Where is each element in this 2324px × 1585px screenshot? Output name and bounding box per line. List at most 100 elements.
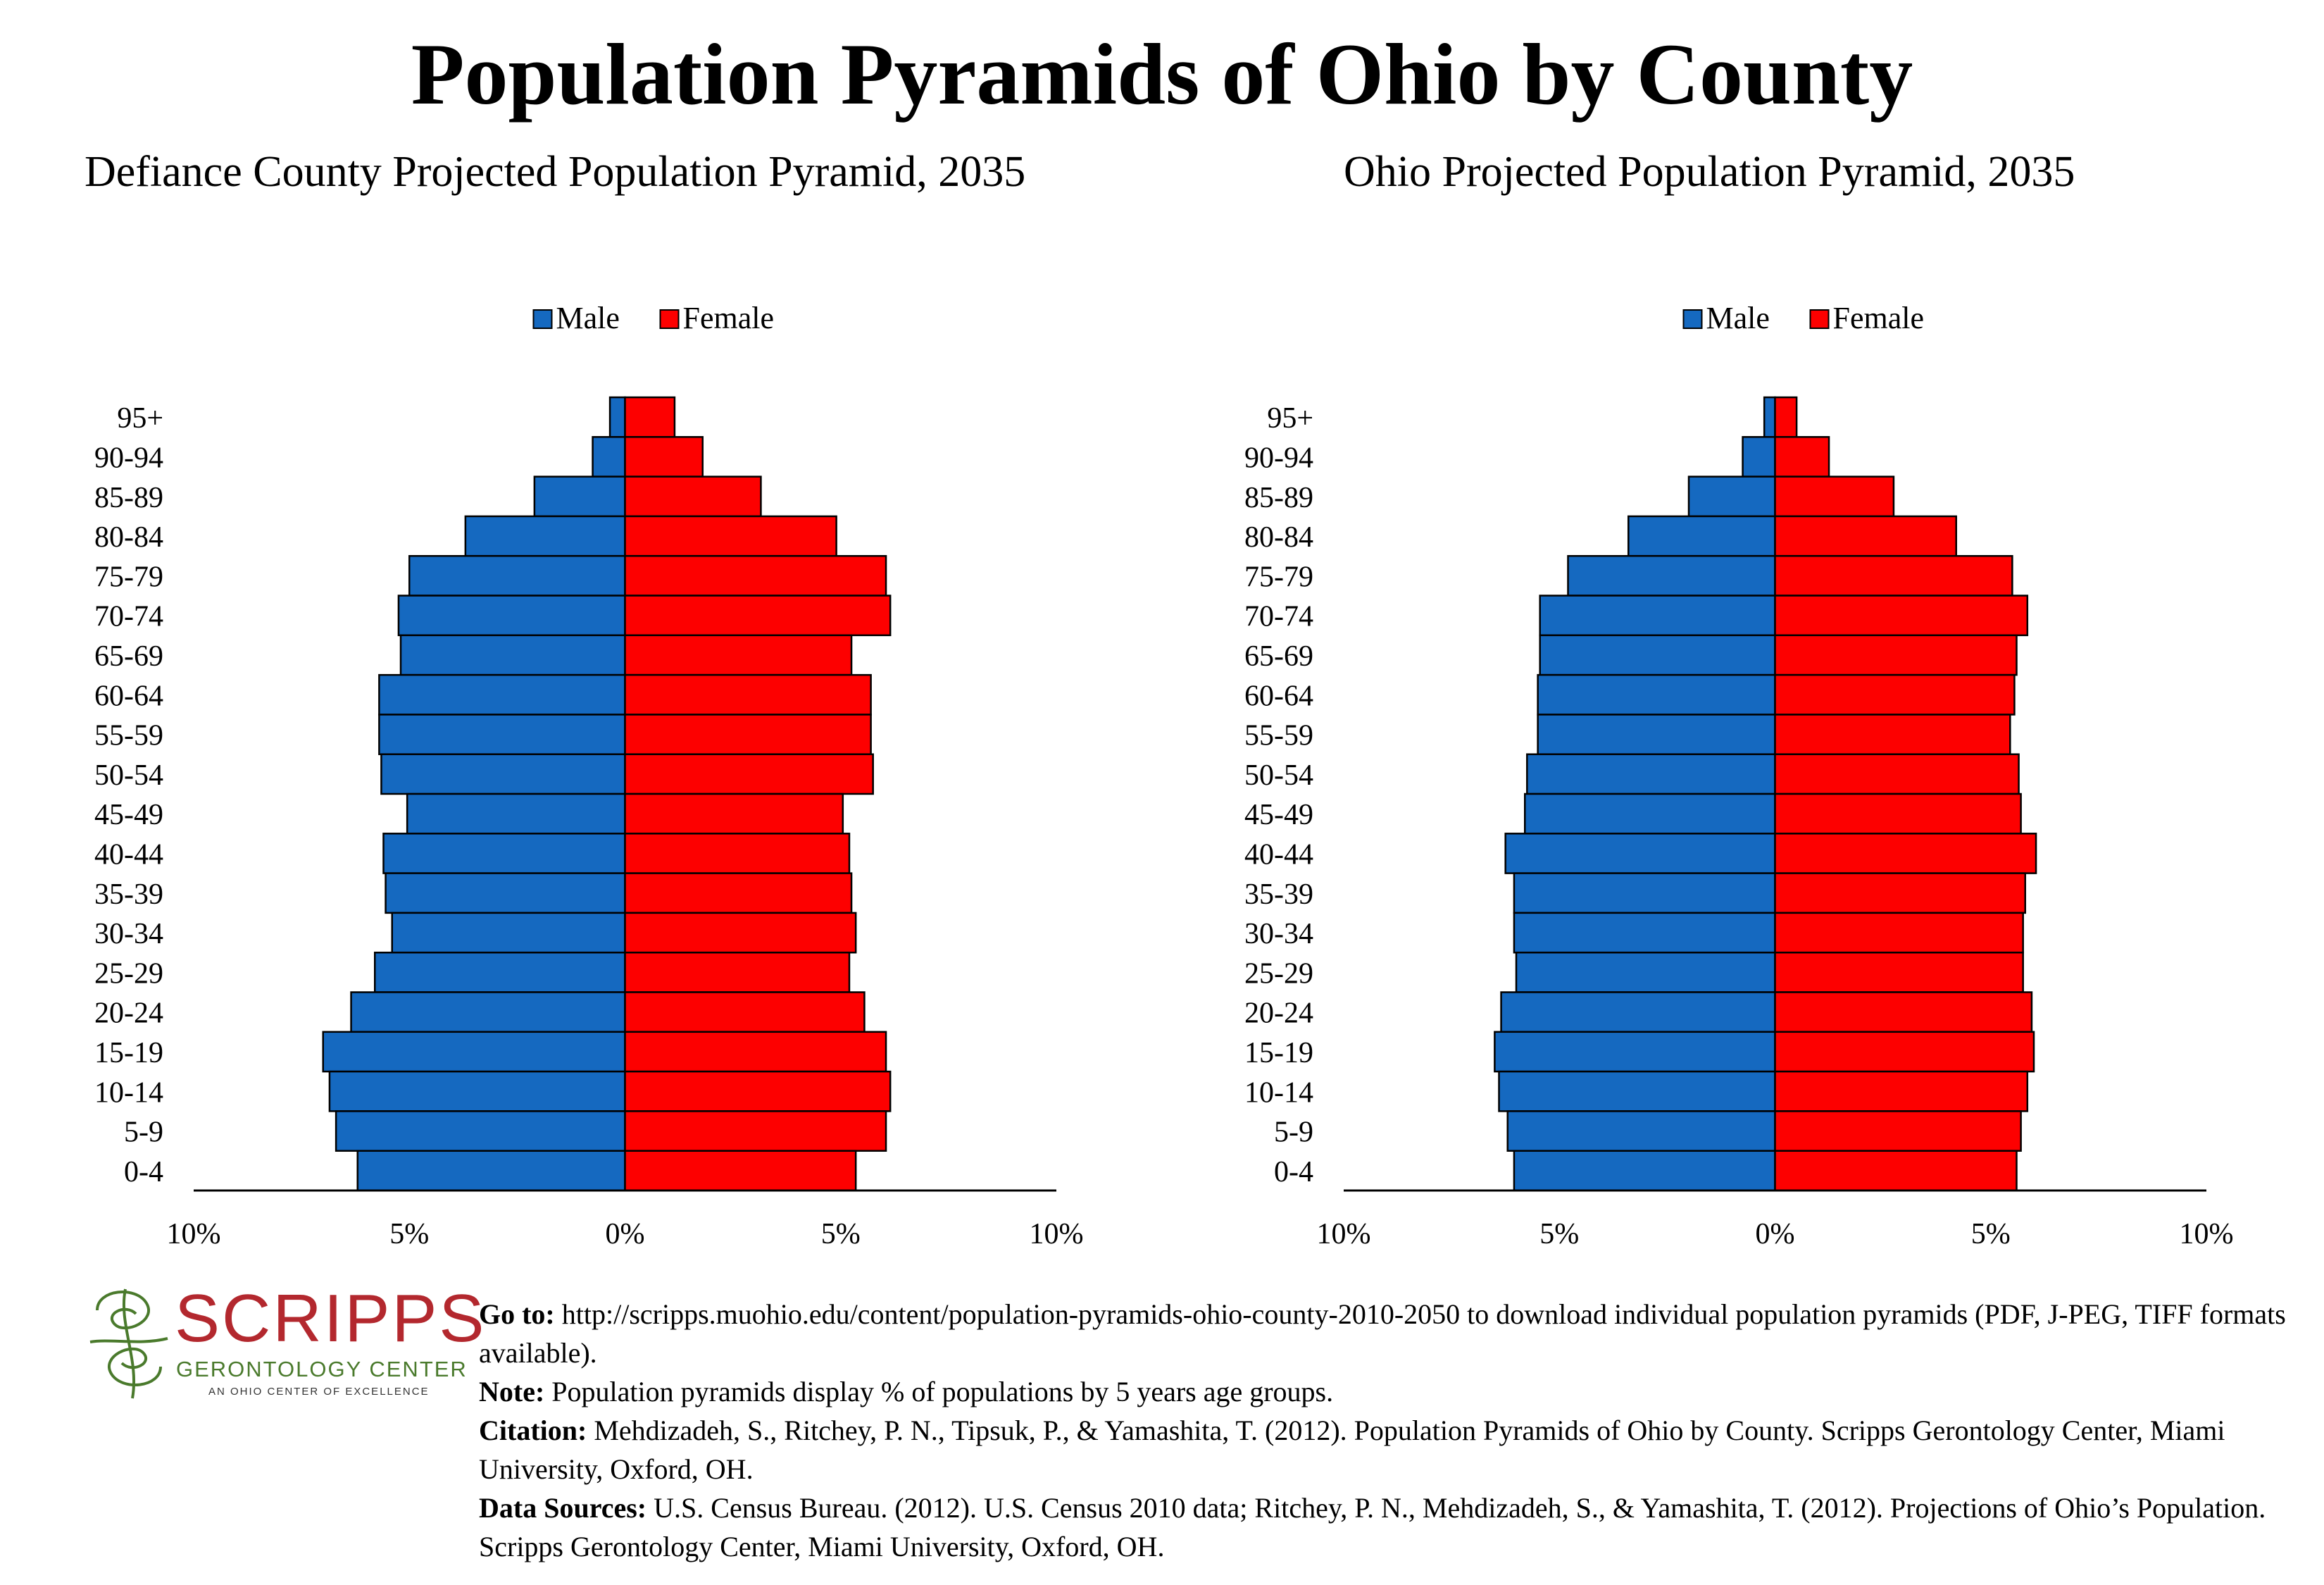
legend: Male Female [532,301,775,335]
male-bar [1513,872,1776,914]
female-bar [1774,595,2029,637]
female-bar [624,872,853,914]
female-bar [624,1070,892,1112]
female-bar [1774,634,2018,676]
x-tick-label: 0% [1756,1218,1795,1250]
note-citation: Citation: Mehdizadeh, S., Ritchey, P. N.… [479,1411,2310,1488]
note-data-sources-label: Data Sources: [479,1492,647,1524]
x-tick-label: 5% [1971,1218,2011,1250]
male-bar [1498,1070,1776,1112]
female-bar [1774,1031,2035,1073]
male-bar [356,1150,626,1192]
female-bar [1774,991,2033,1033]
note-data-sources: Data Sources: U.S. Census Bureau. (2012)… [479,1488,2310,1566]
female-bar [1774,714,2011,755]
male-bar [385,872,626,914]
female-bar [1774,396,1798,438]
note-data-sources-text: U.S. Census Bureau. (2012). U.S. Census … [479,1492,2266,1562]
age-group-label: 30-34 [1244,918,1313,950]
age-group-label: 30-34 [94,918,163,950]
female-bar [624,554,887,597]
x-tick-label: 10% [1030,1218,1084,1250]
female-bar [1774,1070,2029,1112]
note-citation-label: Citation: [479,1415,587,1446]
left-chart-title: Defiance County Projected Population Pyr… [85,148,1026,196]
male-bar [1539,634,1776,676]
age-group-label: 75-79 [1244,561,1313,593]
x-tick-label: 10% [2180,1218,2234,1250]
male-bar [1539,595,1776,637]
age-group-label: 10-14 [1244,1076,1313,1109]
legend-swatch-male [532,309,553,329]
x-tick-label: 10% [1317,1218,1371,1250]
age-group-label: 50-54 [1244,759,1313,792]
x-tick-label: 5% [821,1218,861,1250]
age-group-label: 10-14 [94,1076,163,1109]
age-group-label: 80-84 [94,521,163,554]
legend-label-female: Female [1833,301,1925,335]
male-bar [1515,951,1776,993]
male-bar [1742,436,1776,478]
age-group-label: 25-29 [1244,957,1313,990]
x-tick-label: 0% [606,1218,645,1250]
female-bar [1774,673,2016,716]
age-group-label: 5-9 [1274,1117,1313,1149]
male-bar [397,595,626,637]
note-note-text: Population pyramids display % of populat… [544,1376,1334,1407]
female-bar [624,673,872,716]
age-group-label: 20-24 [94,997,163,1030]
male-bar [1537,673,1776,716]
note-goto-label: Go to: [479,1298,555,1330]
male-bar [1513,1150,1776,1192]
logo-tagline: AN OHIO CENTER OF EXCELLENCE [208,1386,430,1398]
age-group-label: 35-39 [94,878,163,911]
logo-wordmark: SCRIPPS [175,1281,487,1356]
male-bar [1504,833,1776,874]
age-group-label: 40-44 [94,838,163,871]
age-group-label: 90-94 [94,442,163,474]
note-note-label: Note: [479,1376,545,1407]
male-bar [1506,1110,1776,1152]
female-bar [624,595,892,637]
scripps-logo: SCRIPPS GERONTOLOGY CENTER AN OHIO CENTE… [83,1282,484,1405]
age-group-label: 35-39 [1244,878,1313,911]
male-bar [592,436,626,478]
female-bar [1774,1150,2018,1192]
note-goto: Go to: http://scripps.muohio.edu/content… [479,1295,2310,1372]
male-bar [328,1070,626,1112]
legend-swatch-female [1809,309,1830,329]
age-group-label: 85-89 [94,482,163,514]
ohio-pyramid-chart: Male Female 95+ 90-94 85-89 80-84 75-79 70-74 65… [1244,301,2234,1250]
age-group-label: 15-19 [1244,1037,1313,1069]
note-note: Note: Population pyramids display % of p… [479,1372,2310,1411]
male-bar [1628,515,1776,557]
female-bar [624,912,857,954]
female-bar [1774,753,2020,795]
age-group-label: 50-54 [94,759,163,792]
age-group-label: 80-84 [1244,521,1313,554]
age-group-label: 45-49 [1244,799,1313,831]
legend-label-male: Male [1706,301,1770,335]
x-tick-label: 10% [167,1218,221,1250]
age-group-label: 70-74 [94,601,163,633]
age-group-label: 20-24 [1244,997,1313,1030]
female-bar [1774,792,2022,835]
page-title: Population Pyramids of Ohio by County [411,26,1913,123]
age-group-label: 45-49 [94,799,163,831]
male-bar [350,991,626,1033]
female-bar [624,1031,887,1073]
legend-label-female: Female [683,301,775,335]
female-bar [624,515,837,557]
male-bar [1524,792,1776,835]
age-group-label: 70-74 [1244,601,1313,633]
age-group-label: 65-69 [94,640,163,673]
male-bar [1513,912,1776,954]
male-bar [378,673,626,716]
age-group-label: 55-59 [1244,720,1313,752]
age-group-label: 55-59 [94,720,163,752]
female-bar [624,1150,857,1192]
female-bar [624,753,874,795]
x-tick-label: 5% [389,1218,429,1250]
female-bar [1774,476,1895,518]
legend-swatch-male [1682,309,1703,329]
